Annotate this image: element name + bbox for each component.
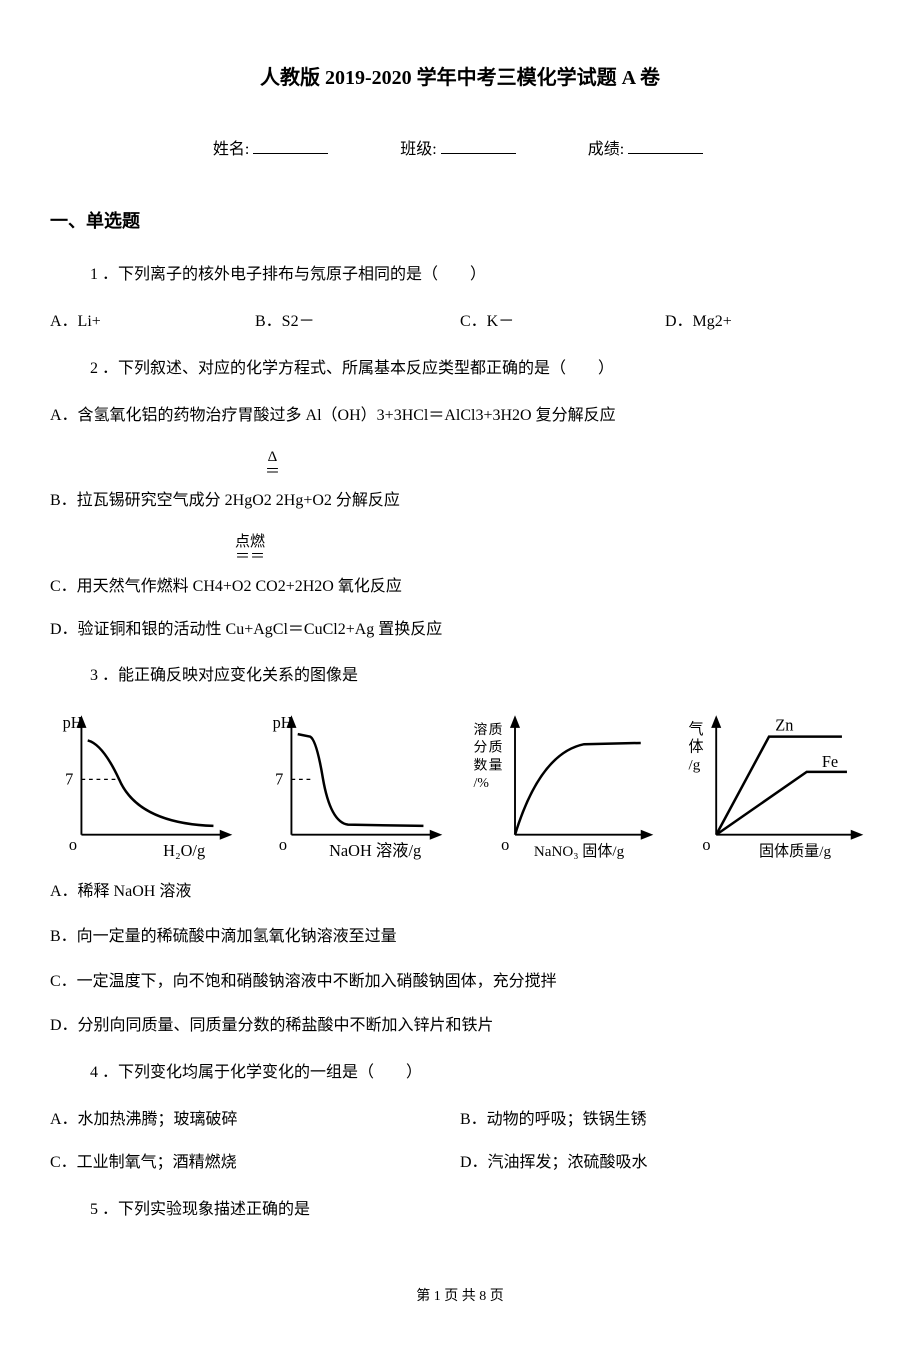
q2-symbolB-bot: ＝ bbox=[265, 465, 280, 480]
chart3: 溶 质 分 质 数 量 /% o NaNO₃ 固体/g bbox=[471, 709, 660, 860]
score-label: 成绩: bbox=[588, 141, 624, 158]
q4-row2: C．工业制氧气；酒精燃烧 D．汽油挥发；浓硫酸吸水 bbox=[50, 1149, 870, 1178]
chart1-ytick: 7 bbox=[65, 770, 73, 789]
q3-stem: 3 ．能正确反映对应变化关系的图像是 bbox=[90, 662, 870, 691]
chart1: pH 7 o H₂O/g bbox=[50, 709, 239, 860]
page-footer: 第 1 页 共 8 页 bbox=[50, 1284, 870, 1309]
svg-text:质: 质 bbox=[489, 722, 503, 737]
chart3-xlabel: NaNO₃ 固体/g bbox=[534, 843, 625, 860]
q3-optD: D．分别向同质量、同质量分数的稀盐酸中不断加入锌片和铁片 bbox=[50, 1012, 870, 1041]
chart4-line2-label: Fe bbox=[822, 752, 838, 771]
q5-stem: 5 ．下列实验现象描述正确的是 bbox=[90, 1196, 870, 1225]
q4-optD: D．汽油挥发；浓硫酸吸水 bbox=[460, 1149, 870, 1178]
form-line: 姓名: 班级: 成绩: bbox=[50, 136, 870, 165]
q2-stem: 2 ．下列叙述、对应的化学方程式、所属基本反应类型都正确的是（ ） bbox=[90, 355, 870, 384]
q3-optA: A．稀释 NaOH 溶液 bbox=[50, 878, 870, 907]
q2-symbolC-top: 点燃 bbox=[235, 535, 265, 550]
name-blank bbox=[253, 153, 328, 154]
chart2-ylabel: pH bbox=[273, 713, 293, 732]
q2-symbolC: 点燃 ＝＝ bbox=[235, 535, 265, 565]
q4-optB: B．动物的呼吸；铁锅生锈 bbox=[460, 1106, 870, 1135]
chart3-origin: o bbox=[501, 835, 509, 854]
class-label: 班级: bbox=[400, 141, 436, 158]
svg-text:质: 质 bbox=[489, 740, 503, 755]
svg-text:量: 量 bbox=[489, 758, 503, 773]
q1-stem: 1 ．下列离子的核外电子排布与氖原子相同的是（ ） bbox=[90, 261, 870, 290]
q1-optC: C．K－ bbox=[460, 308, 665, 337]
svg-text:溶: 溶 bbox=[473, 722, 487, 737]
chart2-xlabel: NaOH 溶液/g bbox=[330, 841, 422, 860]
q2-optB: B．拉瓦锡研究空气成分 2HgO2 2Hg+O2 分解反应 bbox=[50, 487, 870, 516]
chart1-origin: o bbox=[69, 835, 77, 854]
q2-optD: D．验证铜和银的活动性 Cu+AgCl＝CuCl2+Ag 置换反应 bbox=[50, 616, 870, 645]
svg-text:体: 体 bbox=[689, 739, 704, 756]
q4-stem: 4 ．下列变化均属于化学变化的一组是（ ） bbox=[90, 1059, 870, 1088]
score-blank bbox=[628, 153, 703, 154]
section-heading: 一、单选题 bbox=[50, 205, 870, 237]
q2-optC: C．用天然气作燃料 CH4+O2 CO2+2H2O 氧化反应 bbox=[50, 573, 870, 602]
q3-optB: B．向一定量的稀硫酸中滴加氢氧化钠溶液至过量 bbox=[50, 923, 870, 952]
q3-optC: C．一定温度下，向不饱和硝酸钠溶液中不断加入硝酸钠固体，充分搅拌 bbox=[50, 968, 870, 997]
page-title: 人教版 2019-2020 学年中考三模化学试题 A 卷 bbox=[50, 60, 870, 96]
class-blank bbox=[441, 153, 516, 154]
chart4: 气 体 /g o 固体质量/g Zn Fe bbox=[681, 709, 870, 860]
q2-symbolB-top: Δ bbox=[265, 450, 280, 465]
q1-options: A．Li+ B．S2－ C．K－ D．Mg2+ bbox=[50, 308, 870, 337]
chart4-xlabel: 固体质量/g bbox=[759, 843, 832, 860]
q4-row1: A．水加热沸腾；玻璃破碎 B．动物的呼吸；铁锅生锈 bbox=[50, 1106, 870, 1135]
q4-optA: A．水加热沸腾；玻璃破碎 bbox=[50, 1106, 460, 1135]
name-label: 姓名: bbox=[213, 141, 249, 158]
svg-text:分: 分 bbox=[473, 740, 487, 755]
q1-optA: A．Li+ bbox=[50, 308, 255, 337]
chart2: pH 7 o NaOH 溶液/g bbox=[260, 709, 449, 860]
chart1-xlabel: H₂O/g bbox=[163, 841, 205, 860]
chart2-ytick: 7 bbox=[276, 770, 284, 789]
q1-optB: B．S2－ bbox=[255, 308, 460, 337]
svg-text:/%: /% bbox=[473, 775, 489, 790]
q2-optA: A．含氢氧化铝的药物治疗胃酸过多 Al（OH）3+3HCl＝AlCl3+3H2O… bbox=[50, 402, 870, 431]
chart4-line1-label: Zn bbox=[776, 716, 794, 735]
q2-symbolC-bot: ＝＝ bbox=[235, 550, 265, 565]
svg-text:/g: /g bbox=[689, 758, 701, 774]
q2-symbolB: Δ ＝ bbox=[265, 450, 280, 480]
svg-text:数: 数 bbox=[473, 758, 487, 773]
q3-charts: pH 7 o H₂O/g pH 7 o NaOH 溶液/g 溶 bbox=[50, 709, 870, 860]
q4-optC: C．工业制氧气；酒精燃烧 bbox=[50, 1149, 460, 1178]
chart1-ylabel: pH bbox=[63, 713, 83, 732]
chart4-origin: o bbox=[703, 835, 711, 854]
q1-optD: D．Mg2+ bbox=[665, 308, 870, 337]
chart2-origin: o bbox=[279, 835, 287, 854]
svg-text:气: 气 bbox=[689, 721, 704, 738]
